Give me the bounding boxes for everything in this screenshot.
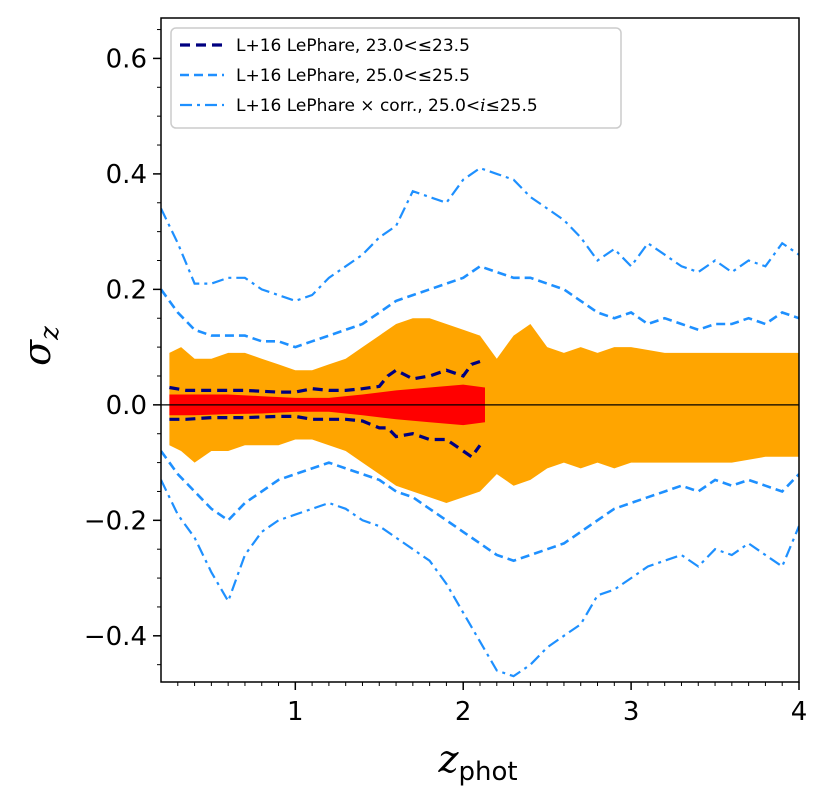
x-tick-label: 1 [287,697,304,727]
blue-dashdot-series-upper [161,166,799,303]
x-tick-label: 3 [623,697,640,727]
legend: L+16 LePhare, 23.0<≤23.5 L+16 LePhare, 25… [170,27,622,129]
blue-dashed-series-lower [161,450,799,563]
y-tick-label: 0.0 [106,391,147,421]
y-tick-label: 0.6 [106,44,147,74]
x-tick-label: 2 [455,697,472,727]
y-tick-label: −0.2 [84,506,147,536]
navy-dashed-series-upper [169,359,481,394]
legend-box [170,27,622,129]
legend-entry-label: L+16 LePhare × corr., 25.0<i≤25.5 [236,96,538,116]
y-tick-label: 0.4 [106,160,147,190]
blue-dashdot-series-lower [161,479,799,678]
axis-ticks [153,29,800,690]
y-tick-label: −0.4 [84,622,147,652]
axis-tick-labels: 1 2 3 4 −0.4 −0.2 0.0 0.2 0.4 0.6 [84,44,807,727]
y-axis-label: σz [15,326,65,366]
blue-dashed-series-upper [161,264,799,349]
x-axis-label: zphot [437,737,517,787]
navy-dashed-series-lower [169,414,482,460]
legend-entry-label: L+16 LePhare, 23.0<≤23.5 [236,36,470,56]
legend-entry-label: L+16 LePhare, 25.0<≤25.5 [236,66,470,86]
y-tick-label: 0.2 [106,275,147,305]
x-tick-label: 4 [791,697,808,727]
svg-text:σz: σz [15,326,65,366]
